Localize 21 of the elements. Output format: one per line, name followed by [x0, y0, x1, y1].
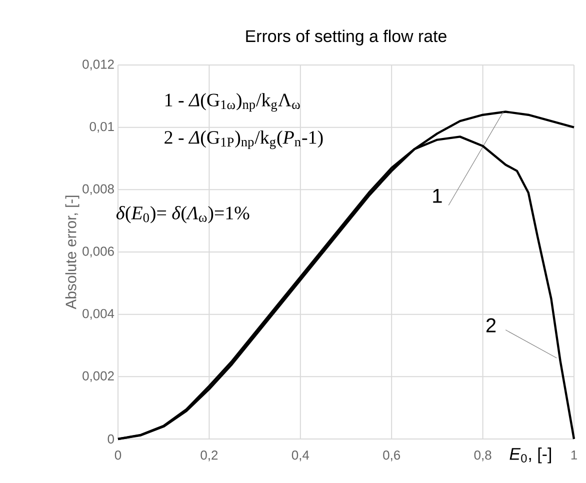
y-tick-label: 0,002 — [82, 371, 114, 382]
text: 2 - Δ(G$_{1P}$)$_{np}$/k$_{g}$(P$_{n}$-1) — [164, 130, 323, 150]
chart-title: Errors of setting a flow rate — [246, 30, 446, 46]
y-tick-label: 0,01 — [90, 122, 114, 133]
x-tick-label: 0,8 — [474, 450, 492, 462]
y-tick-label: 0 — [108, 434, 114, 444]
x-tick-label: 0,2 — [200, 450, 218, 462]
text: δ(E$_{0}$)= δ(Λ$_{ω}$)=1% — [116, 206, 250, 224]
text: 2 — [486, 318, 496, 332]
y-tick-label: 0,006 — [82, 246, 114, 258]
x-tick-label: 1 — [571, 450, 577, 460]
y-tick-label: 0,004 — [82, 308, 114, 320]
x-tick-label: 0,4 — [292, 450, 310, 462]
y-tick-label: 0,012 — [82, 60, 114, 70]
y-axis-title: Absolute error, [-] — [65, 196, 80, 310]
y-tick-label: 0,008 — [82, 184, 114, 196]
x-axis-title: E$_{0}$, [-] — [510, 448, 551, 464]
x-tick-label: 0,6 — [383, 450, 400, 462]
text: 1 - Δ(G$_{1ω}$)$_{np}$/k$_{g}$Λ$_{ω}$ — [165, 93, 300, 112]
x-tick-label: 0 — [114, 450, 122, 460]
text: 1 — [433, 189, 442, 203]
